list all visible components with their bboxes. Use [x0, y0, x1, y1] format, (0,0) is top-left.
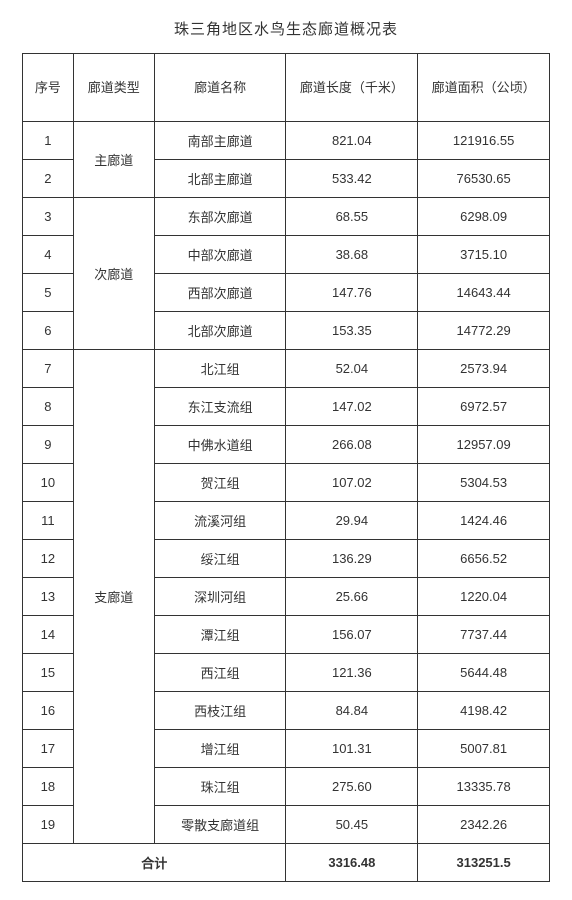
table-row: 7支廊道北江组52.042573.94 — [23, 350, 550, 388]
cell-length: 29.94 — [286, 502, 418, 540]
cell-seq: 1 — [23, 122, 74, 160]
cell-area: 3715.10 — [418, 236, 550, 274]
table-title: 珠三角地区水鸟生态廊道概况表 — [22, 18, 550, 39]
cell-seq: 13 — [23, 578, 74, 616]
cell-area: 6298.09 — [418, 198, 550, 236]
cell-name: 北部次廊道 — [154, 312, 286, 350]
total-label: 合计 — [23, 844, 286, 882]
cell-area: 14772.29 — [418, 312, 550, 350]
cell-name: 北部主廊道 — [154, 160, 286, 198]
cell-length: 275.60 — [286, 768, 418, 806]
total-area: 313251.5 — [418, 844, 550, 882]
cell-name: 东江支流组 — [154, 388, 286, 426]
cell-seq: 18 — [23, 768, 74, 806]
cell-name: 零散支廊道组 — [154, 806, 286, 844]
cell-seq: 4 — [23, 236, 74, 274]
cell-length: 533.42 — [286, 160, 418, 198]
cell-area: 2573.94 — [418, 350, 550, 388]
cell-seq: 5 — [23, 274, 74, 312]
cell-type: 次廊道 — [73, 198, 154, 350]
cell-area: 4198.42 — [418, 692, 550, 730]
cell-seq: 8 — [23, 388, 74, 426]
cell-length: 38.68 — [286, 236, 418, 274]
cell-area: 6656.52 — [418, 540, 550, 578]
cell-name: 西枝江组 — [154, 692, 286, 730]
cell-area: 2342.26 — [418, 806, 550, 844]
cell-name: 绥江组 — [154, 540, 286, 578]
cell-name: 西部次廊道 — [154, 274, 286, 312]
cell-name: 中部次廊道 — [154, 236, 286, 274]
cell-name: 流溪河组 — [154, 502, 286, 540]
cell-seq: 10 — [23, 464, 74, 502]
cell-seq: 16 — [23, 692, 74, 730]
col-header-name: 廊道名称 — [154, 54, 286, 122]
cell-type: 主廊道 — [73, 122, 154, 198]
cell-area: 6972.57 — [418, 388, 550, 426]
cell-length: 101.31 — [286, 730, 418, 768]
cell-area: 13335.78 — [418, 768, 550, 806]
cell-name: 中佛水道组 — [154, 426, 286, 464]
cell-seq: 11 — [23, 502, 74, 540]
cell-seq: 9 — [23, 426, 74, 464]
cell-length: 156.07 — [286, 616, 418, 654]
col-header-area: 廊道面积（公顷） — [418, 54, 550, 122]
cell-length: 25.66 — [286, 578, 418, 616]
cell-length: 50.45 — [286, 806, 418, 844]
cell-seq: 7 — [23, 350, 74, 388]
cell-area: 76530.65 — [418, 160, 550, 198]
cell-type: 支廊道 — [73, 350, 154, 844]
cell-seq: 2 — [23, 160, 74, 198]
table-total-row: 合计3316.48313251.5 — [23, 844, 550, 882]
cell-seq: 17 — [23, 730, 74, 768]
cell-area: 5644.48 — [418, 654, 550, 692]
cell-area: 12957.09 — [418, 426, 550, 464]
table-header-row: 序号 廊道类型 廊道名称 廊道长度（千米） 廊道面积（公顷） — [23, 54, 550, 122]
cell-length: 266.08 — [286, 426, 418, 464]
cell-area: 121916.55 — [418, 122, 550, 160]
cell-seq: 12 — [23, 540, 74, 578]
cell-name: 南部主廊道 — [154, 122, 286, 160]
cell-seq: 14 — [23, 616, 74, 654]
cell-name: 东部次廊道 — [154, 198, 286, 236]
cell-length: 107.02 — [286, 464, 418, 502]
cell-seq: 19 — [23, 806, 74, 844]
col-header-length: 廊道长度（千米） — [286, 54, 418, 122]
cell-length: 84.84 — [286, 692, 418, 730]
total-length: 3316.48 — [286, 844, 418, 882]
cell-area: 5007.81 — [418, 730, 550, 768]
cell-seq: 15 — [23, 654, 74, 692]
cell-length: 821.04 — [286, 122, 418, 160]
cell-name: 北江组 — [154, 350, 286, 388]
cell-length: 136.29 — [286, 540, 418, 578]
cell-area: 7737.44 — [418, 616, 550, 654]
cell-area: 5304.53 — [418, 464, 550, 502]
cell-area: 14643.44 — [418, 274, 550, 312]
cell-length: 68.55 — [286, 198, 418, 236]
cell-length: 147.02 — [286, 388, 418, 426]
cell-name: 西江组 — [154, 654, 286, 692]
cell-length: 121.36 — [286, 654, 418, 692]
cell-name: 深圳河组 — [154, 578, 286, 616]
cell-length: 147.76 — [286, 274, 418, 312]
corridor-table: 序号 廊道类型 廊道名称 廊道长度（千米） 廊道面积（公顷） 1主廊道南部主廊道… — [22, 53, 550, 882]
cell-seq: 6 — [23, 312, 74, 350]
cell-name: 珠江组 — [154, 768, 286, 806]
cell-name: 潭江组 — [154, 616, 286, 654]
cell-length: 52.04 — [286, 350, 418, 388]
table-row: 3次廊道东部次廊道68.556298.09 — [23, 198, 550, 236]
col-header-seq: 序号 — [23, 54, 74, 122]
col-header-type: 廊道类型 — [73, 54, 154, 122]
cell-name: 贺江组 — [154, 464, 286, 502]
cell-area: 1424.46 — [418, 502, 550, 540]
cell-seq: 3 — [23, 198, 74, 236]
cell-name: 增江组 — [154, 730, 286, 768]
table-row: 1主廊道南部主廊道821.04121916.55 — [23, 122, 550, 160]
cell-area: 1220.04 — [418, 578, 550, 616]
cell-length: 153.35 — [286, 312, 418, 350]
